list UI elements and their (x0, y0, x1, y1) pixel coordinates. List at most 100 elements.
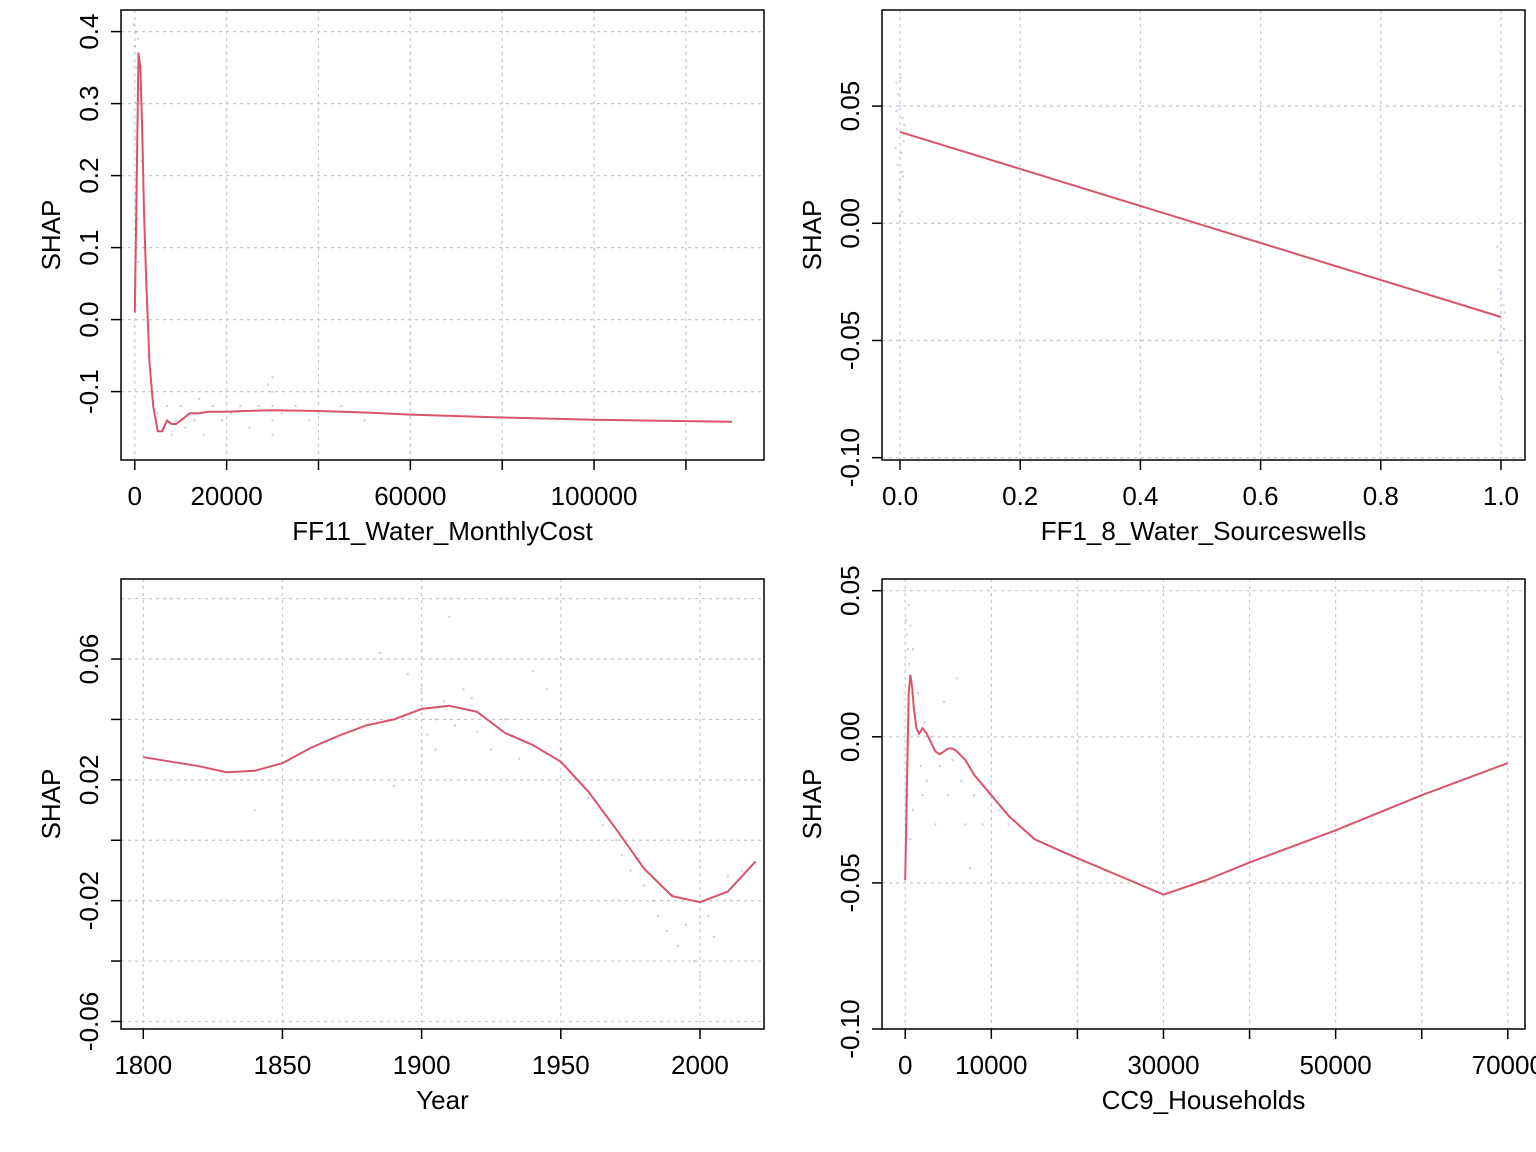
data-point (531, 670, 534, 673)
x-axis-label: CC9_Households (1102, 1085, 1306, 1115)
data-point (998, 808, 1001, 811)
y-tick-label: -0.05 (835, 311, 865, 370)
data-point (906, 648, 909, 651)
y-tick-label: 0.05 (835, 565, 865, 616)
x-tick-label: 0.8 (1363, 481, 1399, 511)
data-point (140, 160, 143, 163)
data-point (142, 246, 145, 249)
data-point (909, 838, 912, 841)
data-point (726, 875, 729, 878)
data-point (894, 147, 897, 150)
data-point (420, 688, 423, 691)
data-point (161, 426, 164, 429)
data-point (476, 730, 479, 733)
data-point (629, 869, 632, 872)
x-tick-label: 0 (128, 481, 142, 511)
x-tick-label: 1850 (254, 1050, 312, 1080)
data-point (462, 688, 465, 691)
data-point (919, 765, 922, 768)
x-tick-label: 1900 (393, 1050, 451, 1080)
data-point (917, 691, 920, 694)
data-point (901, 170, 904, 173)
data-point (895, 81, 898, 84)
data-point (643, 884, 646, 887)
y-tick-label: 0.0 (74, 302, 104, 338)
data-point (545, 688, 548, 691)
data-point (921, 794, 924, 797)
data-point (573, 778, 576, 781)
data-point (257, 405, 260, 407)
data-point (518, 757, 521, 760)
data-point (902, 175, 905, 178)
x-axis-label: Year (416, 1085, 469, 1115)
data-point (942, 700, 945, 703)
data-point (1498, 269, 1501, 272)
y-tick-label: 0.00 (835, 711, 865, 762)
data-point (900, 151, 903, 154)
x-tick-label: 70000 (1472, 1050, 1536, 1080)
data-point (960, 779, 963, 782)
data-point (897, 93, 900, 96)
data-point (930, 735, 933, 738)
x-tick-label: 0.6 (1243, 481, 1279, 511)
data-point (707, 914, 710, 917)
data-point (637, 857, 640, 860)
y-tick-label: 0.1 (74, 230, 104, 266)
data-point (490, 748, 493, 751)
data-point (340, 405, 343, 407)
data-point (434, 748, 437, 751)
data-point (901, 116, 904, 119)
data-point (230, 412, 233, 415)
y-tick-label: -0.1 (74, 369, 104, 414)
y-tick-label: 0.3 (74, 86, 104, 122)
data-point (693, 960, 696, 963)
data-point (900, 210, 903, 213)
data-point (1501, 398, 1504, 401)
data-point (271, 419, 274, 422)
data-point (1500, 339, 1503, 342)
data-point (202, 433, 205, 436)
data-point (184, 426, 187, 429)
plot-frame (881, 9, 1526, 461)
data-point (1503, 311, 1506, 314)
data-point (990, 779, 993, 782)
data-point (139, 102, 142, 105)
data-point (248, 426, 251, 429)
data-point (1499, 292, 1502, 295)
y-axis-label: SHAP (797, 769, 827, 840)
x-tick-label: 0.0 (882, 481, 918, 511)
y-axis-label: SHAP (797, 200, 827, 271)
data-point (152, 390, 155, 393)
data-point (955, 677, 958, 680)
data-point (1497, 287, 1500, 290)
data-point (266, 383, 269, 386)
data-point (671, 893, 674, 896)
data-point (896, 163, 899, 166)
data-point (253, 809, 256, 812)
data-point (895, 109, 898, 112)
data-point (905, 618, 908, 621)
data-point (280, 412, 283, 415)
data-point (923, 721, 926, 724)
data-point (470, 697, 473, 700)
data-point (665, 929, 668, 932)
data-point (1502, 358, 1505, 361)
data-point (981, 823, 984, 826)
plot-frame (120, 9, 765, 461)
data-point (136, 66, 139, 69)
data-point (740, 869, 743, 872)
data-point (899, 187, 902, 190)
data-point (964, 823, 967, 826)
data-point (271, 433, 274, 436)
panel-water-monthly-cost: 0 20000 60000 100000 -0.1 0.0 0.1 0.2 0.3 0.4 FF11… (36, 9, 765, 546)
x-axis-label: FF1_8_Water_Sourceswells (1041, 516, 1367, 546)
data-point (221, 419, 224, 422)
data-point (651, 899, 654, 902)
data-point (951, 759, 954, 762)
data-point (1496, 351, 1499, 354)
data-point (175, 419, 178, 422)
data-point (170, 433, 173, 436)
data-point (1502, 327, 1505, 330)
data-point (698, 975, 701, 978)
